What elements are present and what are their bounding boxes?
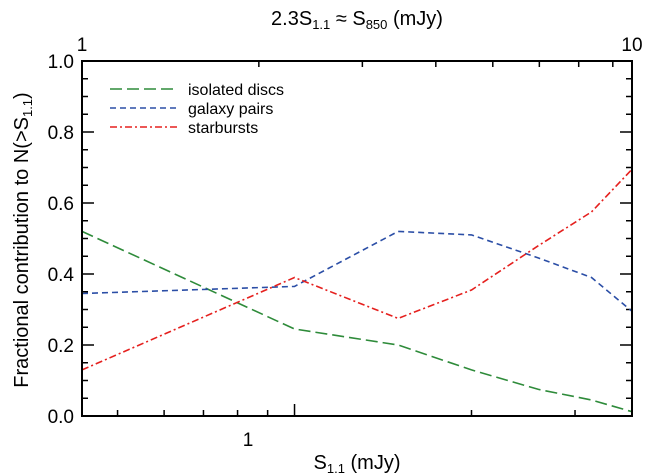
x-axis-label: S1.1 (mJy) (314, 452, 401, 475)
legend-label: isolated discs (188, 82, 284, 99)
legend-label: starbursts (188, 120, 258, 137)
x-tick-label: 1 (243, 430, 254, 451)
y-tick-label: 0.8 (48, 123, 74, 144)
legend-item: galaxy pairs (110, 101, 273, 118)
x-tick-labels: 1 (243, 430, 254, 451)
y-tick-label: 0.6 (48, 194, 74, 215)
y-tick-label: 1.0 (48, 52, 74, 73)
legend-item: isolated discs (110, 82, 284, 99)
legend: isolated discs galaxy pairs starbursts (110, 82, 284, 137)
y-tick-label: 0.4 (48, 265, 75, 286)
y-tick-label: 0.0 (48, 407, 74, 428)
series-lines (81, 168, 633, 413)
plot-frame (81, 60, 633, 417)
y-axis-label: Fractional contribution to N(>S1.1) (11, 92, 35, 387)
top-tick-label: 10 (621, 35, 642, 56)
legend-label: galaxy pairs (188, 101, 273, 118)
series-line-isolated-discs (81, 230, 633, 413)
legend-item: starbursts (110, 120, 258, 137)
series-line-galaxy-pairs (81, 230, 633, 312)
y-tick-label: 0.2 (48, 336, 74, 357)
top-axis-label: 2.3S1.1 ≈ S850 (mJy) (271, 8, 443, 32)
y-tick-labels: 0.0 0.2 0.4 0.6 0.8 1.0 (48, 52, 75, 428)
top-tick-label: 1 (77, 35, 88, 56)
top-tick-labels: 1 10 (77, 35, 643, 56)
series-line-starbursts (81, 168, 633, 371)
